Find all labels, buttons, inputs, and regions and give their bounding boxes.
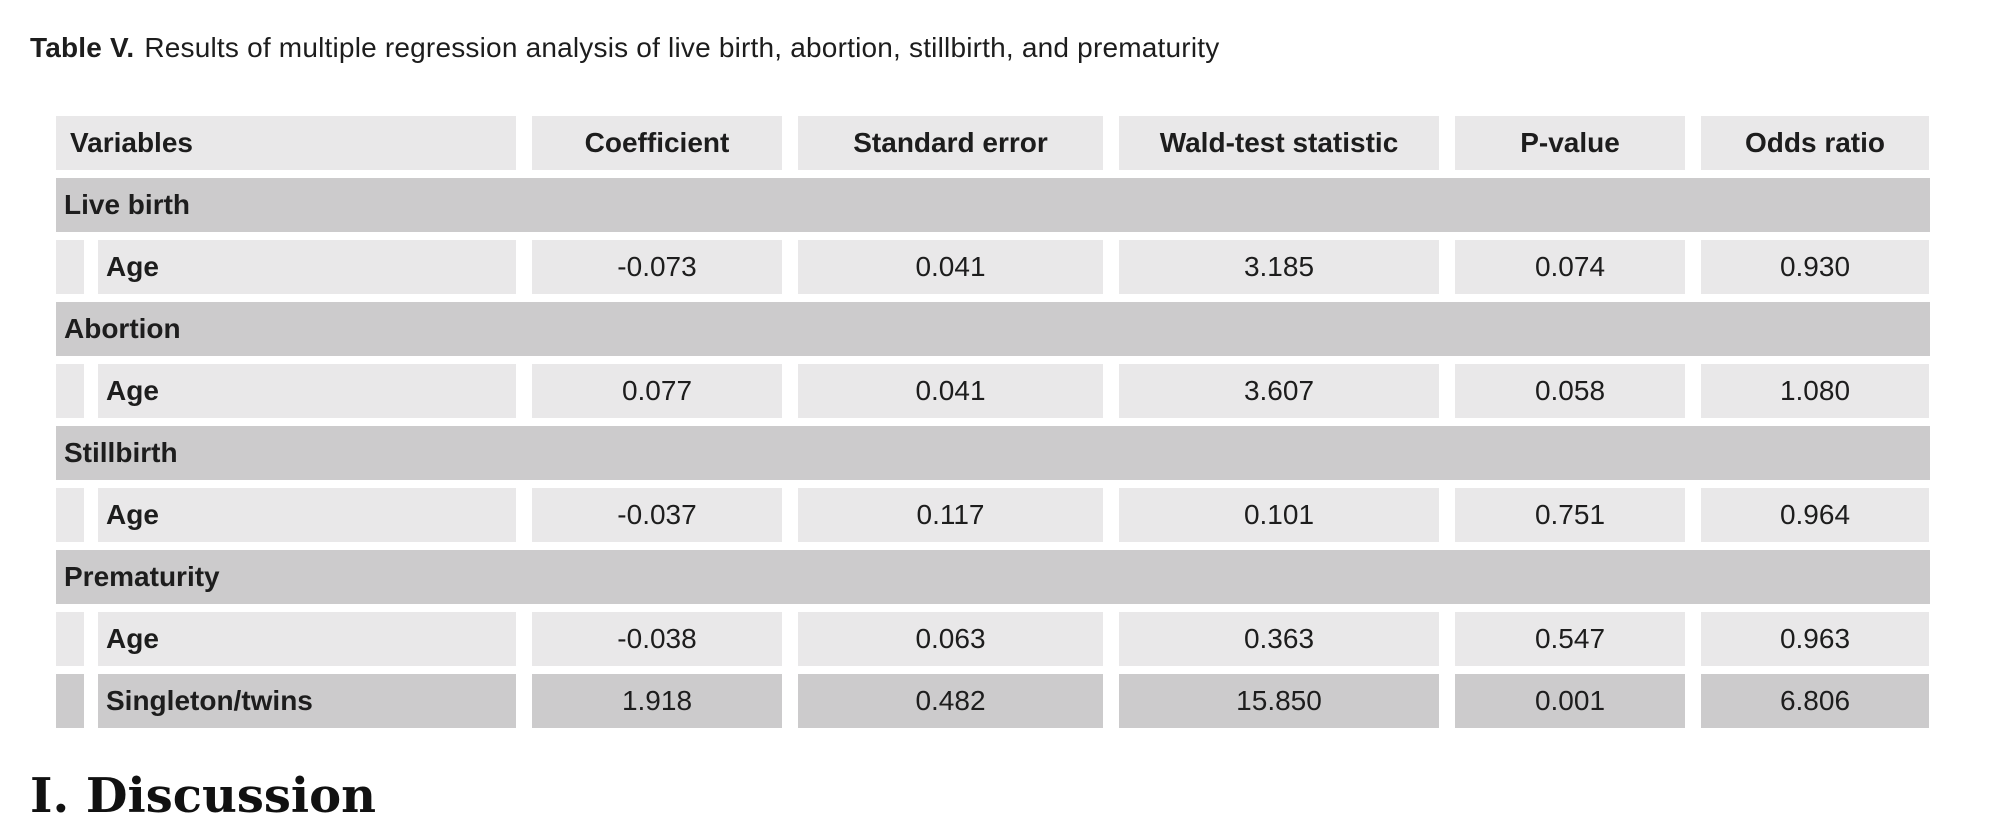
table-caption: Table V. Results of multiple regression a…	[30, 30, 1219, 66]
table-row-prematurity-singleton-twins: Singleton/twins 1.918 0.482 15.850 0.001…	[56, 674, 1930, 728]
odds-ratio-value: 0.930	[1701, 240, 1929, 294]
indent-block	[56, 612, 84, 666]
section-row-live-birth: Live birth	[56, 178, 1930, 232]
table-caption-label: Table V.	[30, 32, 135, 63]
table-row-prematurity-age: Age -0.038 0.063 0.363 0.547 0.963	[56, 612, 1930, 666]
variable-label: Age	[98, 240, 516, 294]
coefficient-value: 1.918	[532, 674, 782, 728]
variable-cell: Age	[56, 364, 516, 418]
standard-error-value: 0.117	[798, 488, 1103, 542]
p-value: 0.074	[1455, 240, 1685, 294]
variable-cell: Age	[56, 488, 516, 542]
variable-cell: Age	[56, 612, 516, 666]
section-label: Live birth	[64, 189, 191, 220]
variable-label: Singleton/twins	[98, 674, 516, 728]
variable-cell: Singleton/twins	[56, 674, 516, 728]
odds-ratio-value: 0.964	[1701, 488, 1929, 542]
col-header-p-value: P-value	[1455, 116, 1685, 170]
standard-error-value: 0.041	[798, 240, 1103, 294]
standard-error-value: 0.041	[798, 364, 1103, 418]
section-row-abortion: Abortion	[56, 302, 1930, 356]
table-row-abortion-age: Age 0.077 0.041 3.607 0.058 1.080	[56, 364, 1930, 418]
p-value: 0.547	[1455, 612, 1685, 666]
coefficient-value: 0.077	[532, 364, 782, 418]
indent-block	[56, 488, 84, 542]
wald-test-value: 0.363	[1119, 612, 1439, 666]
section-row-prematurity: Prematurity	[56, 550, 1930, 604]
p-value: 0.751	[1455, 488, 1685, 542]
col-header-variables: Variables	[56, 116, 516, 170]
section-label: Prematurity	[64, 561, 220, 592]
p-value: 0.001	[1455, 674, 1685, 728]
table-row-stillbirth-age: Age -0.037 0.117 0.101 0.751 0.964	[56, 488, 1930, 542]
table-row-live-birth-age: Age -0.073 0.041 3.185 0.074 0.930	[56, 240, 1930, 294]
coefficient-value: -0.038	[532, 612, 782, 666]
odds-ratio-value: 1.080	[1701, 364, 1929, 418]
indent-block	[56, 364, 84, 418]
table-header-row: Variables Coefficient Standard error Wal…	[56, 116, 1930, 170]
indent-block	[56, 240, 84, 294]
section-row-stillbirth: Stillbirth	[56, 426, 1930, 480]
section-label: Stillbirth	[64, 437, 178, 468]
standard-error-value: 0.482	[798, 674, 1103, 728]
odds-ratio-value: 6.806	[1701, 674, 1929, 728]
odds-ratio-value: 0.963	[1701, 612, 1929, 666]
col-header-odds-ratio: Odds ratio	[1701, 116, 1929, 170]
col-header-wald-test: Wald-test statistic	[1119, 116, 1439, 170]
next-section-heading-clipped: I. Discussion	[30, 768, 377, 824]
wald-test-value: 0.101	[1119, 488, 1439, 542]
col-header-coefficient: Coefficient	[532, 116, 782, 170]
wald-test-value: 3.607	[1119, 364, 1439, 418]
indent-block	[56, 674, 84, 728]
section-label: Abortion	[64, 313, 181, 344]
wald-test-value: 15.850	[1119, 674, 1439, 728]
wald-test-value: 3.185	[1119, 240, 1439, 294]
standard-error-value: 0.063	[798, 612, 1103, 666]
col-header-standard-error: Standard error	[798, 116, 1103, 170]
variable-label: Age	[98, 488, 516, 542]
variable-label: Age	[98, 364, 516, 418]
table-caption-text: Results of multiple regression analysis …	[144, 32, 1220, 63]
p-value: 0.058	[1455, 364, 1685, 418]
coefficient-value: -0.037	[532, 488, 782, 542]
regression-table: Variables Coefficient Standard error Wal…	[56, 116, 1930, 728]
coefficient-value: -0.073	[532, 240, 782, 294]
variable-label: Age	[98, 612, 516, 666]
variable-cell: Age	[56, 240, 516, 294]
